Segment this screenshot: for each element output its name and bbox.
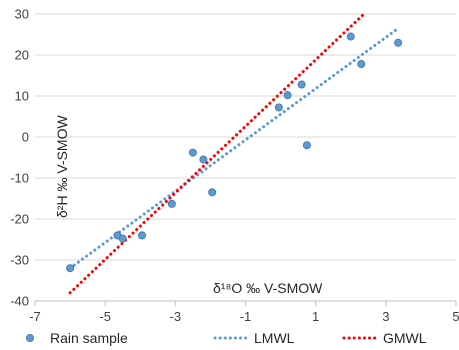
y-tick-labels: -40 -30 -20 -10 0 10 20 30 bbox=[10, 7, 29, 309]
legend-label-lmwl: LMWL bbox=[254, 330, 295, 346]
rain-sample-point bbox=[274, 103, 283, 112]
trend-line-lmwl bbox=[68, 26, 400, 270]
x-tick-label: -1 bbox=[240, 309, 252, 324]
trend-lines bbox=[68, 12, 400, 295]
rain-sample-point bbox=[346, 32, 355, 41]
x-tick-label: 3 bbox=[382, 309, 389, 324]
x-tick-label: -5 bbox=[99, 309, 111, 324]
x-tick-label: 5 bbox=[452, 309, 459, 324]
rain-sample-point bbox=[283, 91, 292, 100]
rain-sample-point bbox=[357, 60, 366, 69]
y-tick-label: 10 bbox=[15, 89, 29, 104]
legend-marker-rain-sample bbox=[25, 333, 34, 342]
rain-sample-point bbox=[199, 155, 208, 164]
legend: Rain sample LMWL GMWL bbox=[25, 330, 427, 346]
rain-sample-point bbox=[297, 80, 306, 89]
legend-label-rain-sample: Rain sample bbox=[50, 330, 128, 346]
y-tick-label: -20 bbox=[10, 212, 29, 227]
rain-sample-point bbox=[188, 148, 197, 157]
x-axis bbox=[34, 300, 457, 306]
rain-sample-point bbox=[138, 231, 147, 240]
gridlines bbox=[35, 13, 456, 261]
rain-sample-point bbox=[302, 141, 311, 150]
x-axis-title: δ¹⁸O ‰ V-SMOW bbox=[213, 280, 323, 296]
rain-sample-point bbox=[394, 38, 403, 47]
y-tick-label: 0 bbox=[22, 130, 29, 145]
y-tick-label: -30 bbox=[10, 253, 29, 268]
x-tick-labels: -7 -5 -3 -1 1 3 5 bbox=[29, 309, 459, 324]
y-tick-label: 30 bbox=[15, 7, 29, 22]
legend-label-gmwl: GMWL bbox=[383, 330, 427, 346]
y-axis-title: δ²H ‰ V-SMOW bbox=[54, 115, 70, 218]
x-tick-label: -3 bbox=[170, 309, 182, 324]
y-tick-label: 20 bbox=[15, 48, 29, 63]
x-tick-label: -7 bbox=[29, 309, 41, 324]
rain-sample-point bbox=[208, 188, 217, 197]
y-tick-label: -40 bbox=[10, 294, 29, 309]
y-tick-label: -10 bbox=[10, 171, 29, 186]
trend-line-gmwl bbox=[68, 12, 366, 295]
x-tick-label: 1 bbox=[312, 309, 319, 324]
rain-sample-point bbox=[167, 199, 176, 208]
data-points bbox=[66, 32, 403, 273]
rain-sample-point bbox=[66, 264, 75, 273]
rain-sample-point bbox=[118, 234, 127, 243]
